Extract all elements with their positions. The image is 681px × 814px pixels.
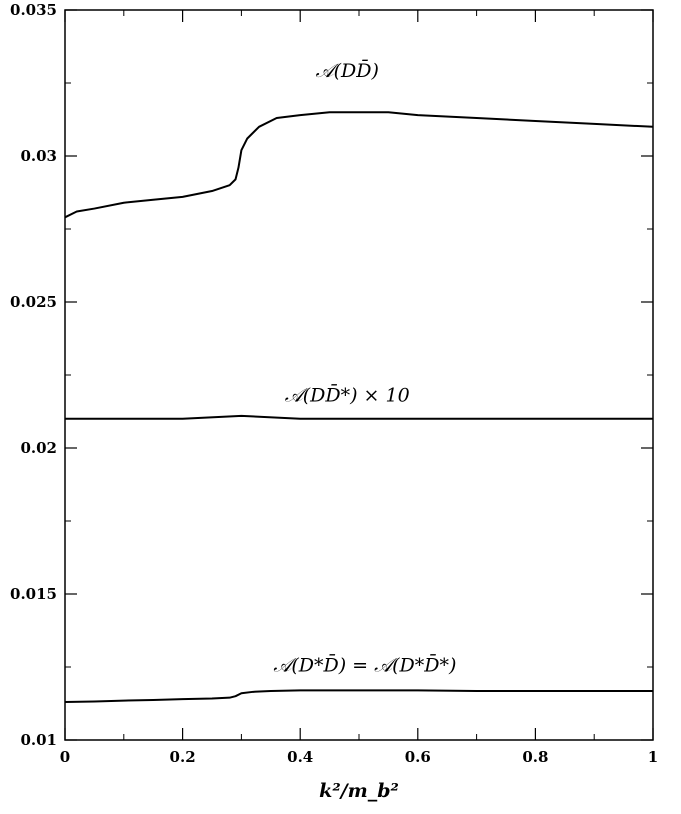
series-label-0: 𝒜(DD̄) xyxy=(316,59,379,82)
y-tick-label: 0.03 xyxy=(20,147,57,165)
y-tick-label: 0.025 xyxy=(10,293,57,311)
series-label-1: 𝒜(DD̄*) × 10 xyxy=(285,383,410,406)
x-tick-label: 0.8 xyxy=(522,748,548,766)
plot-frame xyxy=(64,9,654,741)
x-tick-label: 0.2 xyxy=(170,748,196,766)
series-label-2: 𝒜(D*D̄) = 𝒜(D*D̄*) xyxy=(273,653,456,676)
x-tick-label: 1 xyxy=(648,748,658,766)
series-line-1 xyxy=(65,414,653,420)
y-tick-label: 0.015 xyxy=(10,585,57,603)
x-axis-title: k²/m_b² xyxy=(319,780,399,802)
series-labels: 𝒜(DD̄) 𝒜(DD̄*) × 10 𝒜(D*D̄) = 𝒜(D*D̄*) xyxy=(273,59,456,677)
y-tick-label: 0.035 xyxy=(10,1,57,19)
y-tick-label: 0.01 xyxy=(20,731,57,749)
x-tick-label: 0 xyxy=(60,748,70,766)
axis-ticks xyxy=(64,9,654,741)
series-lines xyxy=(64,111,654,704)
series-line-2 xyxy=(64,689,653,704)
series-line-0 xyxy=(64,111,654,219)
x-tick-label: 0.4 xyxy=(287,748,313,766)
x-tick-labels: 0 0.2 0.4 0.6 0.8 1 xyxy=(60,748,658,766)
x-tick-label: 0.6 xyxy=(405,748,431,766)
y-tick-label: 0.02 xyxy=(20,439,57,457)
y-tick-labels: 0.01 0.015 0.02 0.025 0.03 0.035 xyxy=(10,1,57,749)
